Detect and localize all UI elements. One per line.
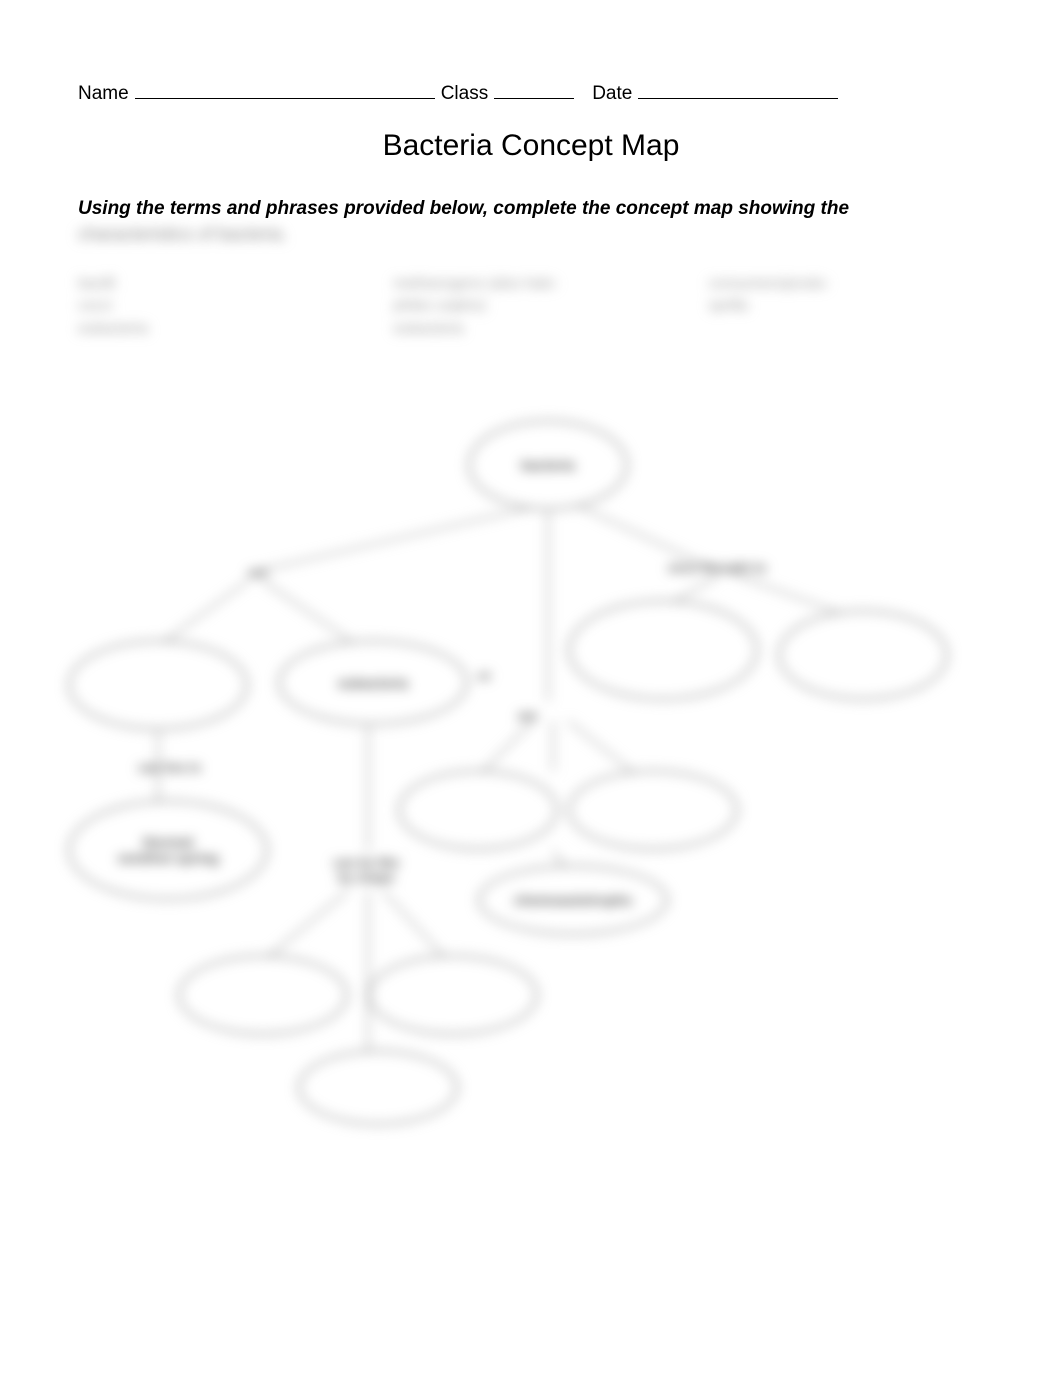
connector-line	[367, 726, 369, 851]
word-item: eubacteria	[393, 318, 668, 341]
concept-node-eubacteria: eubacteria	[278, 640, 468, 725]
name-label: Name	[78, 83, 129, 105]
connector-line	[262, 580, 358, 647]
connector-line	[367, 891, 369, 1051]
word-item: philes sulpho)	[393, 295, 668, 318]
word-bank-col-3: consumers/produ- sprilla	[709, 273, 984, 341]
connector-line	[552, 721, 554, 771]
connector-line	[262, 890, 348, 962]
word-item: consumers/produ-	[709, 273, 984, 296]
instruction-line-2: characteristics of bacteria.	[78, 224, 984, 245]
class-blank[interactable]	[494, 80, 574, 99]
header-fields: Name Class Date	[78, 80, 984, 105]
concept-node-root: bacteria	[468, 420, 628, 510]
concept-node-mid1[interactable]	[398, 770, 558, 850]
concept-node-thermal: thermal vent/hot spring	[68, 800, 268, 900]
word-bank-col-2: methanogens (also halo- philes sulpho) e…	[393, 273, 668, 341]
connector-label: can be like by shape	[333, 855, 399, 885]
connector-label: are	[248, 565, 268, 580]
connector-label: once thought to	[668, 560, 766, 575]
page-title: Bacteria Concept Map	[78, 129, 984, 163]
concept-node-rightB[interactable]	[778, 610, 948, 700]
concept-node-mid2[interactable]	[568, 770, 738, 850]
connector-line	[157, 580, 248, 647]
connector-line	[738, 575, 849, 617]
connector-label: or	[478, 668, 491, 683]
connector-line	[567, 720, 638, 777]
concept-map-diagram: are once thought to can live in are can be l…	[78, 400, 984, 1180]
name-blank[interactable]	[135, 80, 435, 99]
concept-node-bot3[interactable]	[298, 1050, 458, 1125]
connector-label: can live in	[138, 760, 201, 775]
class-label: Class	[441, 83, 489, 105]
connector-line	[547, 511, 549, 701]
word-item: methanogens (also halo-	[393, 273, 668, 296]
date-label: Date	[592, 83, 632, 105]
concept-node-bot1[interactable]	[178, 955, 348, 1035]
concept-node-chemo: chemoautotrophs	[478, 865, 668, 935]
word-item: cocci	[78, 295, 353, 318]
word-item: sprilla	[709, 295, 984, 318]
connector-line	[258, 505, 538, 572]
word-bank: bacilli cocci eubacteria methanogens (al…	[78, 273, 984, 341]
connector-line	[477, 720, 533, 776]
word-item: bacilli	[78, 273, 353, 296]
word-item: eubacteria	[78, 318, 353, 341]
date-blank[interactable]	[638, 80, 838, 99]
connector-line	[382, 891, 448, 962]
concept-node-bot2[interactable]	[368, 955, 538, 1035]
connector-label: are	[518, 708, 538, 723]
instruction-line-1: Using the terms and phrases provided bel…	[78, 197, 984, 222]
concept-node-left1[interactable]	[68, 640, 248, 730]
word-bank-col-1: bacilli cocci eubacteria	[78, 273, 353, 341]
concept-node-rightA[interactable]	[568, 600, 758, 700]
